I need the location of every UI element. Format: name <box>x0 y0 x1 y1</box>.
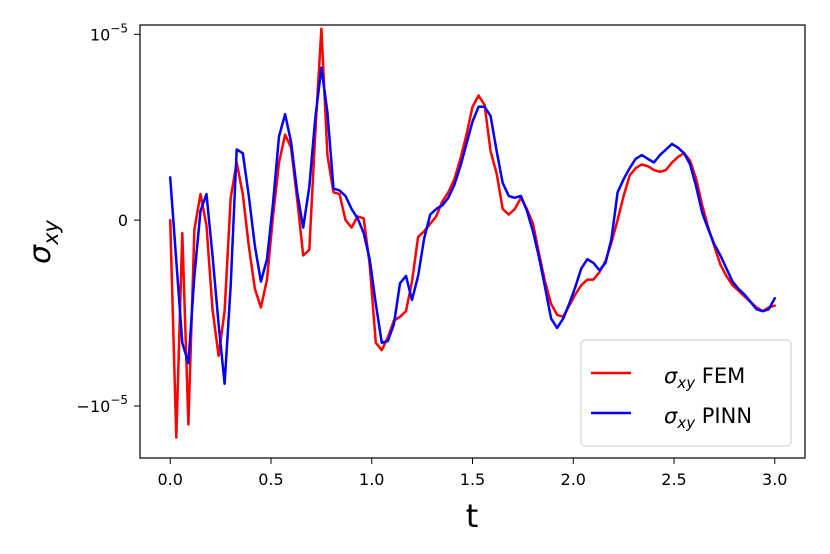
legend-label-fem-main: σ <box>664 364 678 388</box>
series-line-fem <box>168 27 777 439</box>
y-tick-label: −10−5 <box>77 393 128 416</box>
y-axis-label: σxy <box>23 219 63 263</box>
legend-box <box>580 339 792 447</box>
x-axis-label: t <box>466 497 479 535</box>
series-line-pinn <box>168 66 777 385</box>
x-tick-label: 3.0 <box>762 470 787 489</box>
legend-label-fem-text: FEM <box>695 364 745 388</box>
legend-label-pinn-main: σ <box>664 404 678 428</box>
y-axis-label-sub: xy <box>39 219 63 245</box>
y-tick-label: 0 <box>118 211 128 230</box>
x-tick-label: 1.5 <box>460 470 485 489</box>
x-tick-label: 0.0 <box>158 470 183 489</box>
legend: σxy FEM σxy PINN <box>580 339 792 447</box>
x-tick-label: 1.0 <box>359 470 384 489</box>
legend-label-pinn: σxy PINN <box>664 404 752 432</box>
y-axis-label-main: σ <box>23 244 58 264</box>
x-tick-label: 0.5 <box>258 470 283 489</box>
plot-lines <box>168 27 777 439</box>
legend-label-pinn-sub: xy <box>676 414 696 432</box>
x-tick-label: 2.0 <box>561 470 586 489</box>
y-axis: 10−5 0 −10−5 <box>77 21 140 416</box>
y-tick-label: 10−5 <box>90 21 128 44</box>
legend-label-fem: σxy FEM <box>664 364 745 392</box>
x-tick-label: 2.5 <box>661 470 686 489</box>
x-axis: 0.0 0.5 1.0 1.5 2.0 2.5 3.0 <box>158 458 787 489</box>
legend-label-fem-sub: xy <box>676 374 696 392</box>
legend-label-pinn-text: PINN <box>695 404 752 428</box>
